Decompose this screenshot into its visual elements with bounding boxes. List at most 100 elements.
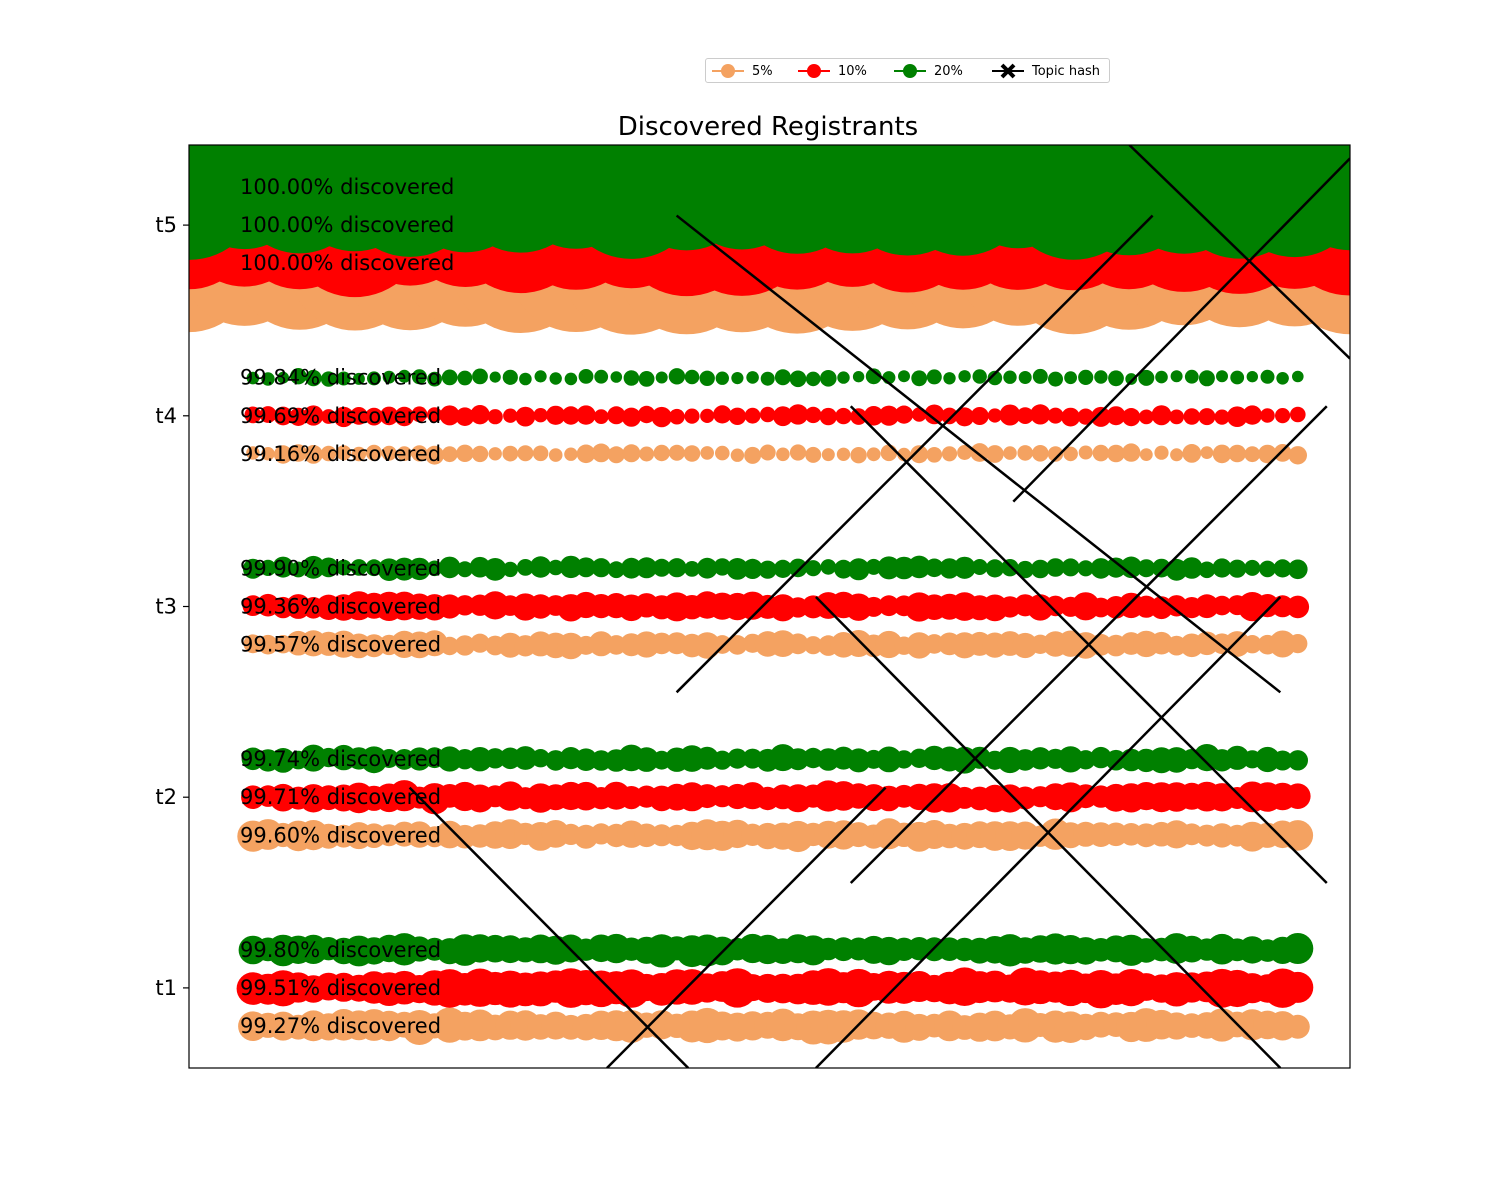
point	[712, 750, 732, 770]
point	[502, 561, 518, 578]
point	[559, 555, 583, 579]
point	[1032, 368, 1048, 384]
point	[533, 408, 548, 423]
point	[863, 596, 884, 617]
point	[852, 371, 865, 383]
point	[715, 371, 729, 385]
point	[1288, 446, 1308, 465]
point	[880, 444, 898, 462]
point	[411, 369, 427, 385]
point	[898, 370, 910, 383]
point	[365, 407, 383, 426]
point	[1212, 444, 1232, 464]
point	[1155, 370, 1168, 384]
point	[243, 634, 263, 654]
point	[1092, 444, 1110, 462]
point	[621, 557, 642, 579]
legend-entry-20pct: 20%	[894, 62, 963, 80]
point	[669, 408, 685, 425]
point	[788, 558, 808, 578]
topic-hash-line	[1128, 145, 1350, 360]
point	[607, 406, 626, 425]
point	[488, 447, 502, 461]
point	[1273, 559, 1292, 578]
point	[289, 444, 308, 462]
discovered-label: 99.69% discovered	[240, 404, 441, 428]
point	[1012, 632, 1038, 659]
point	[1225, 745, 1250, 770]
point	[302, 555, 325, 579]
point	[713, 405, 732, 424]
point	[1292, 370, 1304, 383]
point	[351, 446, 367, 462]
point	[1077, 408, 1094, 425]
point	[472, 368, 488, 385]
point	[865, 558, 882, 575]
point	[336, 445, 352, 461]
point	[1090, 558, 1112, 579]
point	[1138, 409, 1154, 425]
point	[289, 407, 308, 426]
point	[1198, 408, 1216, 426]
discovered-label: 99.51% discovered	[240, 976, 441, 1000]
point	[594, 369, 609, 384]
topic-hash-line	[815, 596, 1282, 1068]
point	[548, 448, 563, 462]
point	[350, 559, 368, 576]
point	[1030, 404, 1051, 425]
point	[1258, 444, 1277, 464]
discovered-label: 100.00% discovered	[240, 175, 454, 199]
point	[773, 406, 793, 427]
point	[1017, 445, 1033, 461]
point	[1269, 630, 1297, 658]
point	[547, 559, 564, 576]
point	[789, 370, 807, 388]
point	[1061, 558, 1080, 577]
point	[593, 409, 609, 424]
point	[261, 372, 275, 386]
point	[1183, 408, 1201, 425]
topic-hash-line	[675, 214, 1154, 694]
point	[637, 405, 656, 424]
point	[821, 448, 835, 462]
point	[457, 370, 473, 386]
point	[591, 443, 611, 463]
point	[1228, 444, 1246, 463]
point	[578, 369, 594, 384]
point	[700, 446, 714, 460]
point	[1003, 446, 1017, 460]
point	[517, 559, 534, 576]
point	[517, 445, 534, 462]
point	[968, 746, 991, 769]
point	[1077, 560, 1094, 577]
point	[1064, 371, 1077, 385]
point	[381, 445, 397, 461]
point	[1282, 820, 1314, 851]
point	[957, 445, 973, 460]
point	[999, 404, 1021, 426]
point	[696, 557, 718, 579]
point	[911, 370, 928, 387]
point	[866, 447, 881, 462]
point	[367, 371, 381, 386]
point	[1057, 746, 1084, 773]
point	[819, 407, 837, 426]
point	[876, 746, 902, 773]
point	[471, 445, 489, 463]
point	[1275, 408, 1291, 424]
point	[273, 406, 293, 426]
point	[532, 445, 549, 462]
point	[426, 560, 443, 577]
legend: 5% 10% 20% Topic hash	[705, 58, 1110, 83]
point	[894, 750, 914, 769]
point	[760, 371, 775, 386]
point	[1260, 369, 1275, 384]
point	[1290, 406, 1306, 423]
point	[699, 370, 715, 386]
point	[333, 406, 354, 428]
point	[529, 556, 552, 578]
topic-hash-line	[849, 405, 1328, 884]
point	[438, 556, 461, 579]
legend-entry-10pct: 10%	[798, 62, 867, 80]
discovered-label: 99.36% discovered	[240, 595, 441, 619]
